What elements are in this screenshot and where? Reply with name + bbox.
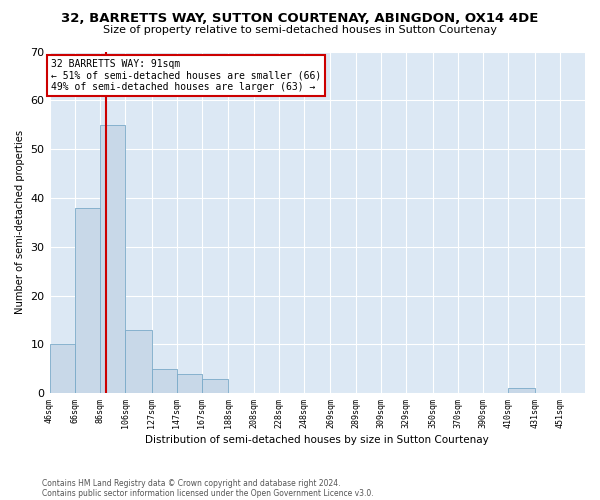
Bar	[202, 378, 229, 393]
Bar	[508, 388, 535, 393]
Bar	[75, 208, 100, 393]
X-axis label: Distribution of semi-detached houses by size in Sutton Courtenay: Distribution of semi-detached houses by …	[145, 435, 489, 445]
Text: Size of property relative to semi-detached houses in Sutton Courtenay: Size of property relative to semi-detach…	[103, 25, 497, 35]
Text: 32 BARRETTS WAY: 91sqm
← 51% of semi-detached houses are smaller (66)
49% of sem: 32 BARRETTS WAY: 91sqm ← 51% of semi-det…	[51, 59, 321, 92]
Bar	[177, 374, 202, 393]
Text: 32, BARRETTS WAY, SUTTON COURTENAY, ABINGDON, OX14 4DE: 32, BARRETTS WAY, SUTTON COURTENAY, ABIN…	[61, 12, 539, 24]
Text: Contains HM Land Registry data © Crown copyright and database right 2024.
Contai: Contains HM Land Registry data © Crown c…	[42, 478, 374, 498]
Y-axis label: Number of semi-detached properties: Number of semi-detached properties	[15, 130, 25, 314]
Bar	[125, 330, 152, 393]
Bar	[50, 344, 75, 393]
Bar	[100, 124, 125, 393]
Bar	[152, 369, 177, 393]
